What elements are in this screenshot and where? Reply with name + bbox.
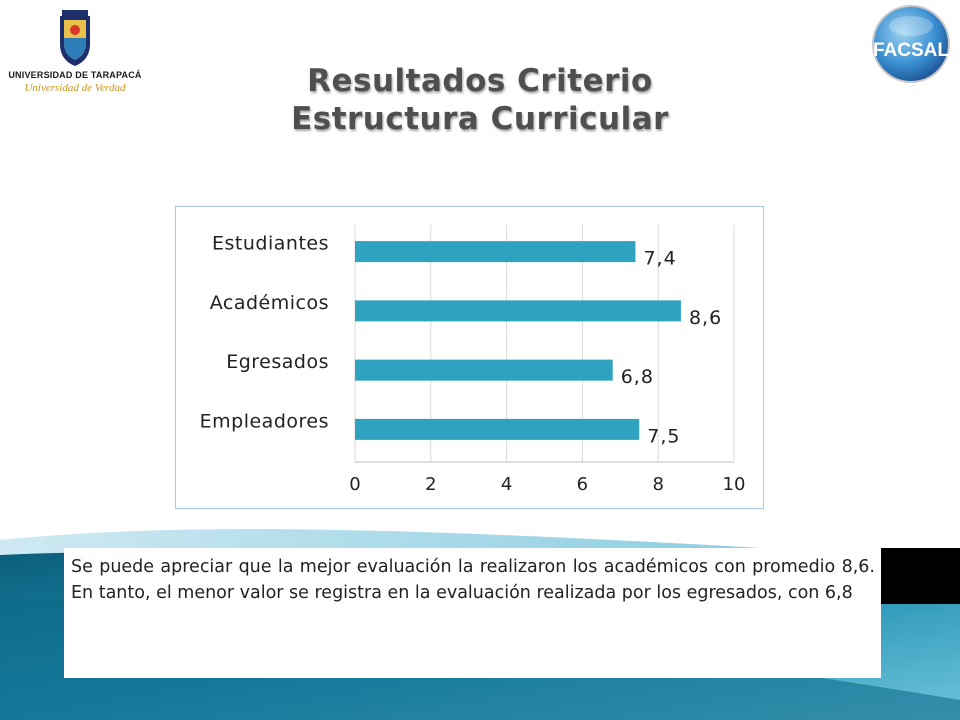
bar <box>355 241 636 263</box>
slide-title: Resultados Criterio Estructura Curricula… <box>200 62 760 138</box>
bar-chart: 0 2 4 6 8 10 Estudiantes 7,4 Académicos 8,6 Egresa… <box>200 225 746 495</box>
x-tick-label: 4 <box>501 474 512 495</box>
x-tick-label: 10 <box>723 474 746 495</box>
data-label: 7,4 <box>643 248 676 270</box>
university-logo: UNIVERSIDAD DE TARAPACÁ Universidad de V… <box>2 2 148 104</box>
facsal-text: FACSAL <box>873 40 949 61</box>
university-seal-icon <box>60 10 90 66</box>
title-line-1: Resultados Criterio <box>307 63 653 99</box>
x-tick-label: 8 <box>652 474 663 495</box>
university-name: UNIVERSIDAD DE TARAPACÁ <box>8 70 142 80</box>
facsal-globe-icon: FACSAL <box>872 5 950 83</box>
black-block <box>881 548 960 604</box>
category-label: Estudiantes <box>212 233 329 255</box>
x-tick-label: 6 <box>577 474 588 495</box>
data-label: 8,6 <box>689 307 722 329</box>
caption-text: Se puede apreciar que la mejor evaluació… <box>71 557 875 603</box>
caption-box: Se puede apreciar que la mejor evaluació… <box>64 548 881 678</box>
x-tick-label: 0 <box>349 474 360 495</box>
facsal-logo: FACSAL <box>866 4 956 84</box>
data-label: 7,5 <box>647 425 680 447</box>
category-label: Empleadores <box>200 410 329 432</box>
bar <box>355 300 681 322</box>
x-tick-label: 2 <box>425 474 436 495</box>
chart-frame: 0 2 4 6 8 10 Estudiantes 7,4 Académicos 8,6 Egresa… <box>175 206 764 509</box>
bar <box>355 418 640 440</box>
title-line-2: Estructura Curricular <box>291 101 669 137</box>
university-motto: Universidad de Verdad <box>24 82 126 94</box>
category-label: Académicos <box>210 292 329 314</box>
category-label: Egresados <box>226 351 329 373</box>
bar <box>355 359 613 381</box>
data-label: 6,8 <box>621 366 654 388</box>
